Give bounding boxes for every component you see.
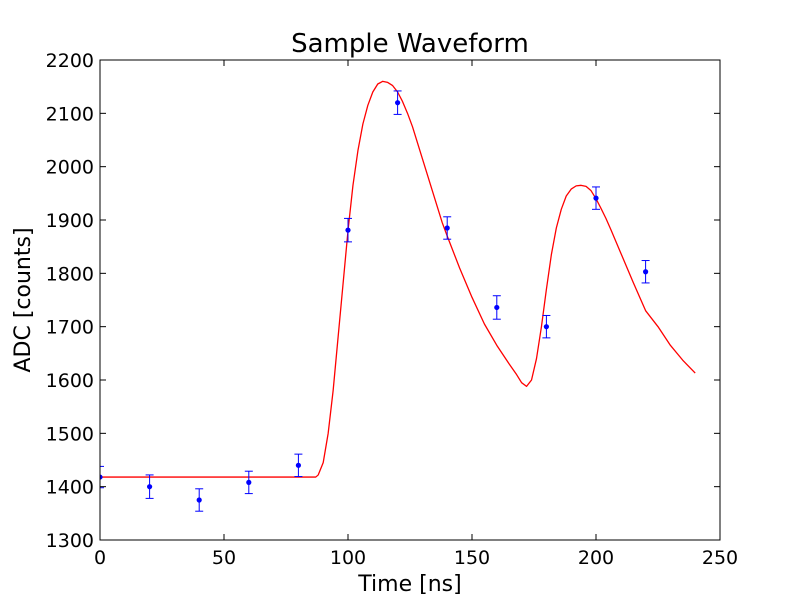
data-marker	[196, 497, 202, 503]
data-point	[145, 474, 154, 499]
axis-ticks: 0 50 100 150 200 250 1300 1400 1500 1600 1700 1800 1…	[46, 50, 738, 569]
y-tick-label: 1700	[46, 317, 94, 339]
y-tick-label: 2000	[46, 157, 94, 179]
plot-area	[100, 80, 696, 512]
fit-curve	[100, 80, 696, 478]
data-point	[542, 314, 551, 339]
data-point	[344, 217, 352, 243]
y-axis-label: ADC [counts]	[11, 227, 36, 372]
data-point	[393, 90, 402, 115]
data-marker	[494, 304, 500, 311]
x-tick-label: 150	[454, 547, 490, 569]
y-tick-label: 2100	[46, 103, 94, 125]
x-tick-label: 0	[94, 547, 106, 569]
data-marker	[100, 474, 103, 480]
x-tick-label: 100	[330, 547, 366, 569]
data-marker	[593, 195, 599, 201]
data-marker	[246, 479, 252, 485]
y-tick-label: 1500	[46, 423, 94, 445]
x-tick-label: 200	[578, 547, 614, 569]
y-tick-label: 2200	[46, 50, 94, 72]
data-marker	[643, 269, 649, 275]
data-point	[244, 470, 253, 495]
y-tick-label: 1600	[46, 370, 94, 392]
data-point	[195, 488, 204, 512]
chart-title: Sample Waveform	[291, 29, 529, 59]
data-marker	[295, 462, 301, 468]
x-axis-label: Time [ns]	[357, 572, 461, 597]
y-tick-label: 1900	[46, 210, 94, 232]
data-point	[100, 465, 104, 489]
data-marker	[147, 484, 153, 490]
data-marker	[345, 227, 351, 233]
data-point	[592, 186, 600, 210]
x-tick-label: 250	[702, 547, 738, 569]
data-marker	[543, 324, 550, 330]
data-point	[294, 453, 303, 478]
data-point	[443, 216, 452, 240]
data-point	[492, 295, 501, 320]
x-tick-label: 50	[212, 547, 236, 569]
y-tick-label: 1800	[46, 263, 94, 285]
plot-frame	[99, 59, 721, 541]
data-marker	[444, 225, 450, 231]
data-marker	[395, 100, 401, 106]
y-tick-label: 1400	[46, 477, 94, 499]
y-tick-label: 1300	[46, 530, 94, 552]
data-point	[641, 260, 650, 284]
